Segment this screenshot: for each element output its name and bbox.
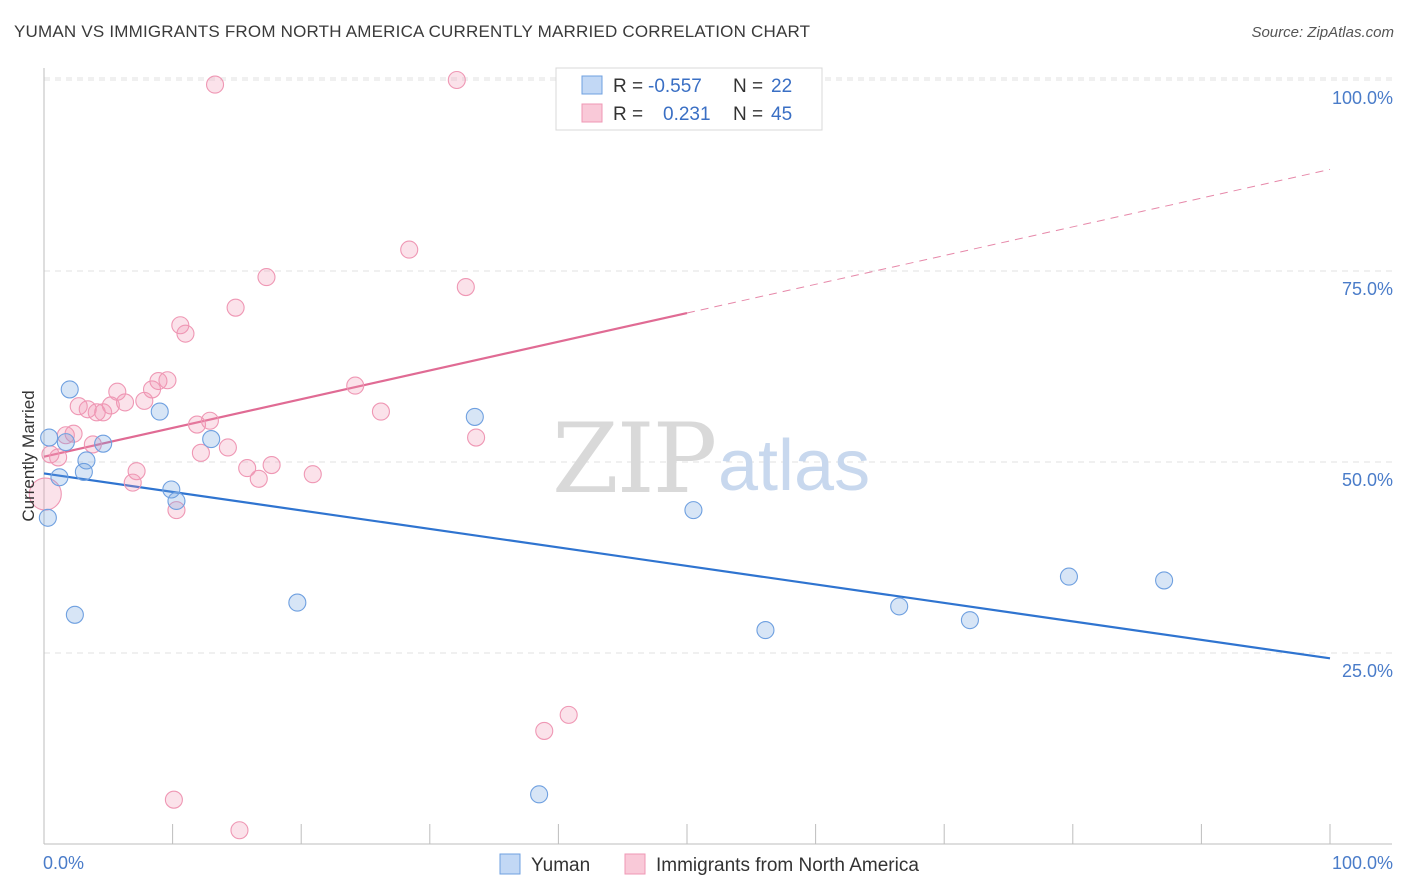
point-yuman-18 bbox=[890, 597, 909, 616]
point-immigrants-33 bbox=[262, 456, 281, 475]
bottom-legend: Yuman Immigrants from North America bbox=[499, 853, 919, 876]
legend-n-label-immigrants: N = bbox=[733, 104, 763, 125]
point-yuman-13 bbox=[288, 593, 307, 612]
point-immigrants-25 bbox=[200, 411, 219, 430]
legend-r-value-yuman: -0.557 bbox=[648, 76, 702, 97]
point-yuman-11 bbox=[167, 491, 186, 511]
point-immigrants-32 bbox=[257, 268, 276, 287]
point-yuman-2 bbox=[50, 468, 69, 487]
legend-r-label-yuman: R = bbox=[613, 76, 643, 97]
point-yuman-20 bbox=[1059, 567, 1078, 586]
bottom-legend-yuman: Yuman bbox=[531, 855, 590, 876]
point-yuman-8 bbox=[94, 434, 113, 453]
point-immigrants-27 bbox=[218, 438, 237, 457]
point-yuman-9 bbox=[150, 402, 169, 421]
point-immigrants-31 bbox=[249, 469, 268, 488]
point-yuman-5 bbox=[65, 605, 84, 624]
point-immigrants-38 bbox=[447, 70, 466, 90]
point-yuman-14 bbox=[465, 407, 484, 426]
y-tick-label-2: 75.0% bbox=[1342, 279, 1393, 299]
trend-lines bbox=[43, 168, 1331, 660]
point-immigrants-26 bbox=[205, 75, 225, 94]
point-immigrants-7 bbox=[83, 435, 102, 454]
legend-n-value-yuman: 22 bbox=[771, 76, 792, 97]
y-tick-label-1: 50.0% bbox=[1342, 470, 1393, 490]
point-immigrants-18 bbox=[158, 371, 177, 390]
point-immigrants-12 bbox=[115, 393, 135, 412]
point-immigrants-36 bbox=[371, 402, 390, 421]
grid-lines bbox=[44, 77, 1392, 654]
trend-line-yuman bbox=[43, 472, 1331, 660]
point-immigrants-40 bbox=[467, 428, 486, 447]
x-tick-labels: 0.0% 100.0% bbox=[43, 853, 1393, 873]
point-immigrants-13 bbox=[123, 473, 142, 492]
point-immigrants-35 bbox=[346, 376, 365, 395]
point-yuman-16 bbox=[684, 501, 703, 520]
point-immigrants-2 bbox=[49, 448, 68, 467]
point-yuman-0 bbox=[38, 508, 57, 527]
x-tick-label-1: 100.0% bbox=[1332, 853, 1393, 873]
chart-title: YUMAN VS IMMIGRANTS FROM NORTH AMERICA C… bbox=[14, 22, 811, 41]
bottom-legend-swatch-immigrants bbox=[624, 853, 646, 875]
point-immigrants-28 bbox=[226, 298, 245, 317]
point-immigrants-14 bbox=[127, 462, 146, 481]
point-yuman-21 bbox=[1155, 571, 1174, 590]
watermark: ZIP atlas bbox=[552, 403, 870, 515]
y-tick-labels: 25.0% 50.0% 75.0% 100.0% bbox=[1332, 88, 1393, 681]
point-yuman-6 bbox=[74, 462, 93, 481]
point-immigrants-37 bbox=[400, 240, 419, 259]
point-yuman-3 bbox=[56, 433, 75, 452]
legend-swatch-immigrants bbox=[581, 103, 603, 123]
point-yuman-7 bbox=[77, 451, 96, 470]
x-tick-label-0: 0.0% bbox=[43, 853, 84, 873]
point-yuman-15 bbox=[530, 785, 549, 804]
point-immigrants-41 bbox=[535, 721, 554, 740]
point-yuman-12 bbox=[202, 430, 221, 449]
legend-r-value-immigrants: 0.231 bbox=[663, 104, 711, 125]
legend-n-label-yuman: N = bbox=[733, 76, 763, 97]
legend-r-label-immigrants: R = bbox=[613, 104, 643, 125]
point-immigrants-9 bbox=[94, 403, 113, 422]
trend-line-immigrants-dashed bbox=[686, 168, 1331, 314]
legend-n-value-immigrants: 45 bbox=[771, 104, 792, 125]
point-immigrants-34 bbox=[303, 465, 322, 484]
y-axis-label: Currently Married bbox=[19, 390, 38, 521]
point-immigrants-30 bbox=[238, 459, 257, 478]
data-points bbox=[28, 70, 1174, 840]
legend-swatch-yuman bbox=[581, 75, 603, 95]
bottom-legend-swatch-yuman bbox=[499, 853, 521, 875]
watermark-atlas: atlas bbox=[718, 426, 870, 506]
point-immigrants-24 bbox=[191, 443, 210, 462]
point-yuman-4 bbox=[60, 380, 79, 399]
point-yuman-17 bbox=[756, 621, 775, 640]
point-immigrants-22 bbox=[176, 324, 195, 343]
y-tick-label-3: 100.0% bbox=[1332, 88, 1393, 108]
source-credit: Source: ZipAtlas.com bbox=[1251, 24, 1394, 41]
point-immigrants-42 bbox=[559, 705, 578, 724]
legend: R = -0.557 N = 22 R = 0.231 N = 45 bbox=[555, 67, 823, 131]
point-immigrants-19 bbox=[164, 790, 183, 809]
point-yuman-19 bbox=[960, 611, 979, 630]
point-immigrants-39 bbox=[456, 277, 475, 297]
point-yuman-10 bbox=[162, 480, 181, 499]
watermark-zip: ZIP bbox=[552, 403, 715, 515]
point-yuman-1 bbox=[40, 428, 59, 447]
trend-line-immigrants-solid bbox=[43, 311, 688, 458]
y-tick-label-0: 25.0% bbox=[1342, 661, 1393, 681]
point-immigrants-29 bbox=[230, 821, 249, 840]
bottom-legend-immigrants: Immigrants from North America bbox=[656, 855, 919, 876]
point-immigrants-20 bbox=[167, 501, 186, 520]
